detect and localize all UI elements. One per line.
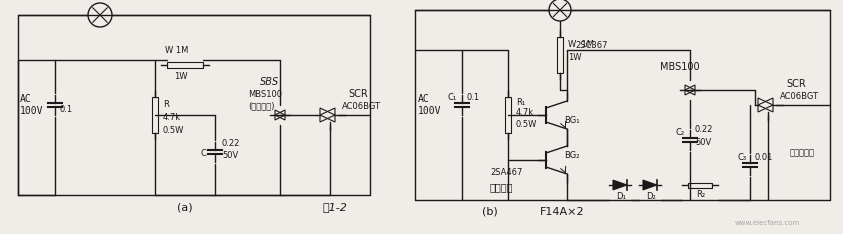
Text: 2SC367: 2SC367	[575, 41, 608, 50]
Text: W  1M: W 1M	[568, 40, 594, 49]
Bar	[167, 62, 203, 68]
Text: www.elecfans.com: www.elecfans.com	[735, 220, 800, 226]
Text: MBS100: MBS100	[660, 62, 700, 72]
Bar	[557, 37, 563, 73]
Text: BG₁: BG₁	[564, 116, 580, 125]
Text: 4.7k: 4.7k	[516, 108, 534, 117]
Text: 图1-2: 图1-2	[323, 202, 347, 212]
Bar	[152, 97, 158, 133]
Text: (b): (b)	[482, 207, 498, 217]
Text: (真托罗拉): (真托罗拉)	[249, 101, 276, 110]
Text: R: R	[163, 100, 169, 109]
Text: 2SA467: 2SA467	[490, 168, 523, 177]
Text: 1W: 1W	[568, 53, 582, 62]
Text: D₂: D₂	[646, 192, 656, 201]
Text: C₁: C₁	[448, 93, 457, 102]
Text: 0.22: 0.22	[695, 125, 713, 134]
Text: 0.5W: 0.5W	[163, 126, 185, 135]
Bar	[505, 97, 511, 133]
Polygon shape	[613, 180, 627, 190]
Text: 4.7k: 4.7k	[163, 113, 181, 122]
Text: 50V: 50V	[222, 151, 239, 160]
Text: C: C	[201, 149, 207, 158]
Text: W 1M: W 1M	[165, 46, 189, 55]
Text: 50V: 50V	[695, 138, 711, 147]
Text: D₁: D₁	[616, 192, 626, 201]
Text: 0.22: 0.22	[222, 139, 240, 148]
Text: AC06BGT: AC06BGT	[342, 102, 381, 111]
Text: AC06BGT: AC06BGT	[780, 92, 819, 101]
Text: R₂: R₂	[696, 190, 705, 199]
Text: AC
100V: AC 100V	[418, 94, 442, 116]
Text: C₂: C₂	[676, 128, 685, 137]
Text: R₁: R₁	[516, 98, 525, 107]
Polygon shape	[643, 180, 657, 190]
Text: 0.1: 0.1	[60, 105, 73, 113]
Text: 0.5W: 0.5W	[516, 120, 537, 129]
Text: SCR: SCR	[786, 79, 806, 89]
Text: BG₂: BG₂	[564, 151, 579, 160]
Text: 1W: 1W	[175, 72, 188, 81]
Text: (a): (a)	[177, 202, 193, 212]
Text: MBS100: MBS100	[248, 90, 282, 99]
Text: AC
100V: AC 100V	[20, 94, 44, 116]
Text: F14A×2: F14A×2	[540, 207, 585, 217]
Text: 0.01: 0.01	[755, 153, 773, 162]
Text: 防止误触发: 防止误触发	[790, 148, 815, 157]
Text: SBS: SBS	[260, 77, 280, 87]
Text: 0.1: 0.1	[467, 93, 481, 102]
Text: C₃: C₃	[738, 153, 747, 162]
Bar	[688, 183, 712, 187]
Text: 震电电路: 震电电路	[490, 182, 513, 192]
Text: SCR: SCR	[348, 89, 368, 99]
